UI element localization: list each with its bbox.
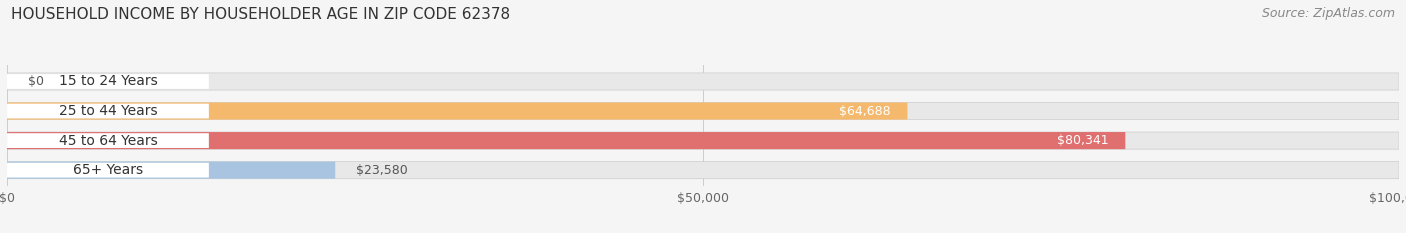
Text: 15 to 24 Years: 15 to 24 Years	[59, 75, 157, 89]
Text: 45 to 64 Years: 45 to 64 Years	[59, 134, 157, 147]
FancyBboxPatch shape	[7, 161, 335, 179]
FancyBboxPatch shape	[7, 161, 1399, 179]
FancyBboxPatch shape	[7, 103, 1399, 120]
Text: $23,580: $23,580	[356, 164, 408, 177]
FancyBboxPatch shape	[7, 103, 907, 120]
Text: 65+ Years: 65+ Years	[73, 163, 143, 177]
Text: HOUSEHOLD INCOME BY HOUSEHOLDER AGE IN ZIP CODE 62378: HOUSEHOLD INCOME BY HOUSEHOLDER AGE IN Z…	[11, 7, 510, 22]
FancyBboxPatch shape	[7, 104, 209, 118]
Text: 25 to 44 Years: 25 to 44 Years	[59, 104, 157, 118]
Text: $80,341: $80,341	[1057, 134, 1108, 147]
FancyBboxPatch shape	[7, 163, 209, 178]
Text: $0: $0	[28, 75, 44, 88]
FancyBboxPatch shape	[7, 133, 209, 148]
Text: Source: ZipAtlas.com: Source: ZipAtlas.com	[1261, 7, 1395, 20]
FancyBboxPatch shape	[7, 74, 209, 89]
FancyBboxPatch shape	[7, 132, 1125, 149]
FancyBboxPatch shape	[7, 73, 1399, 90]
Text: $64,688: $64,688	[839, 105, 891, 117]
FancyBboxPatch shape	[7, 132, 1399, 149]
